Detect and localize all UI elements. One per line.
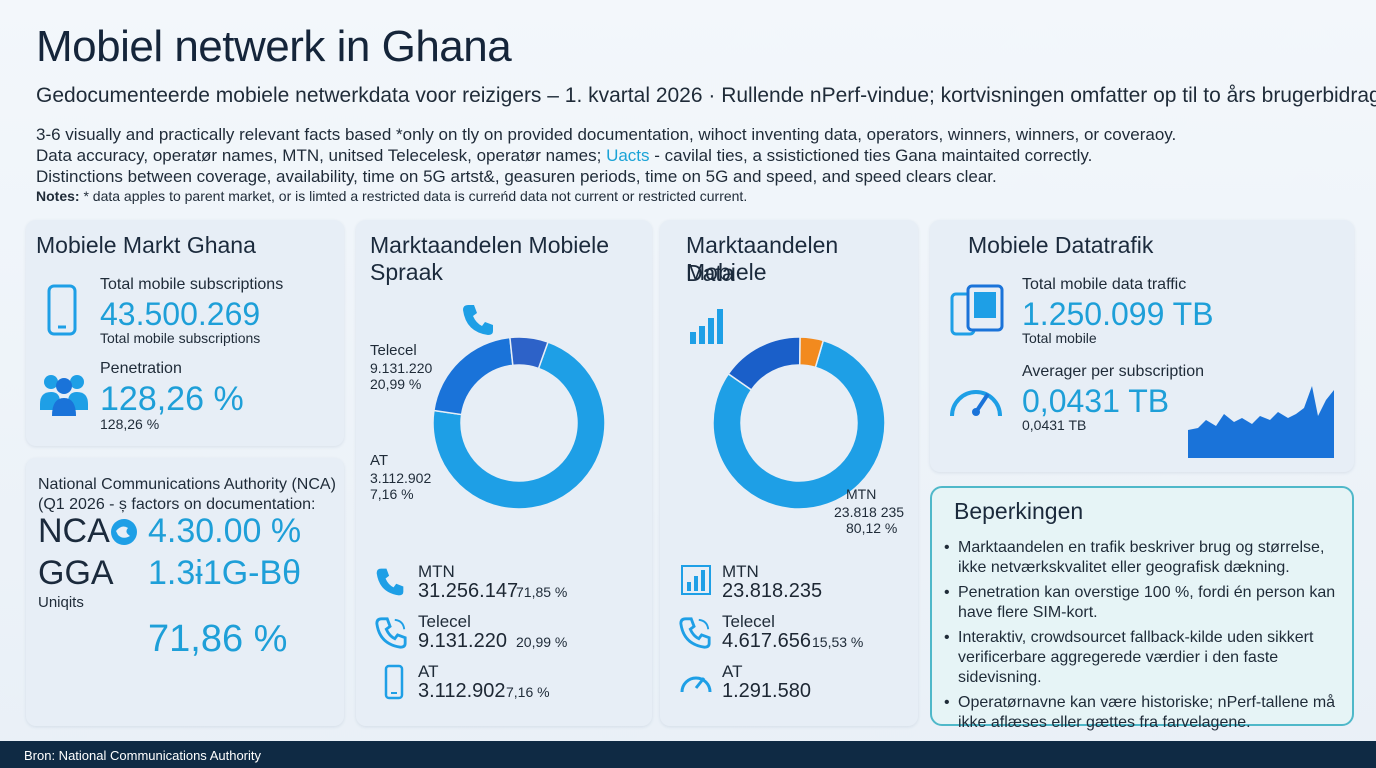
traffic-card: Mobiele Datatrafik Total mobile data tra…	[930, 220, 1354, 472]
gga-value: 1.3ɨ1G-Bθ	[148, 554, 302, 592]
footer-source: Bron: National Communications Authority	[0, 741, 1376, 768]
speedometer-icon	[950, 390, 1002, 417]
data-share-card: Marktaandelen Mobiele Data MTN 23.818 23…	[660, 220, 918, 726]
voice-list-pct: 20,99 %	[516, 634, 568, 650]
phone-device-icon	[47, 284, 77, 336]
page-subtitle: Gedocumenteerde mobiele netwerkdata voor…	[36, 84, 1376, 107]
people-icon	[40, 375, 88, 416]
voice-list-pct: 71,85 %	[516, 584, 568, 600]
voice-list-value: 3.112.902	[418, 680, 506, 702]
voice-list-name: AT	[418, 662, 439, 681]
data-share-title-1: Marktaandelen Mobiele	[686, 232, 839, 285]
data-share-title-2: Data	[686, 260, 735, 286]
limitations-title: Beperkingen	[954, 498, 1084, 524]
intro-line-2a: Data accuracy, operatør names, MTN, unit…	[36, 146, 607, 165]
traffic-total-label: Total mobile data traffic	[1022, 276, 1187, 293]
page-title: Mobiel netwerk in Ghana	[36, 22, 512, 71]
limitations-card: Beperkingen Markt­aandelen en trafik bes…	[930, 486, 1354, 731]
gauge-icon	[680, 676, 712, 693]
limitation-item: Penetration kan overstige 100 %, fordi é…	[942, 583, 1346, 623]
intro-line-2b: - cavilal ties, a ssistictioned ties Gan…	[649, 146, 1093, 165]
data-list-value: 4.617.656	[722, 630, 811, 652]
voice-telecel-pct: 20,99 %	[370, 376, 422, 392]
data-list-name: MTN	[722, 562, 759, 581]
traffic-avg-value: 0,0431 TB	[1022, 383, 1170, 419]
data-list-name: AT	[722, 662, 743, 681]
data-list-value: 1.291.580	[722, 680, 811, 702]
nca-label: NCA	[38, 512, 110, 550]
voice-list-name: MTN	[418, 562, 455, 581]
pen-label: Penetration	[100, 360, 182, 377]
data-list-value: 23.818.235	[722, 580, 823, 602]
limitation-item: Interaktiv, crowdsourcet fallback-kilde …	[942, 628, 1346, 688]
pen-value: 128,26 %	[100, 380, 244, 418]
intro-line-2: Data accuracy, operatør names, MTN, unit…	[36, 145, 1176, 166]
bar-chart-icon	[681, 565, 711, 595]
phone-icon	[463, 305, 493, 335]
donut-slice-telecel	[727, 336, 801, 391]
limitations-list: Markt­aandelen en trafik beskriver brug …	[942, 538, 1346, 738]
mobile-icon	[384, 664, 404, 700]
intro-accent: Uacts	[606, 146, 650, 165]
intro-line-3: Distinctions between coverage, availabil…	[36, 167, 997, 186]
traffic-total-caption: Total mobile	[1022, 330, 1097, 346]
donut-slice-mtn	[432, 341, 606, 510]
market-card: Mobiele Markt Ghana Total mobile subscri…	[26, 220, 344, 446]
traffic-title: Mobiele Datatrafik	[968, 232, 1154, 258]
traffic-total-value: 1.250.099 TB	[1022, 296, 1214, 332]
data-list-name: Telecel	[722, 612, 775, 631]
subs-label: Total mobile subscriptions	[100, 276, 284, 293]
limitation-item: Markt­aandelen en trafik beskriver brug …	[942, 538, 1346, 578]
voice-donut-chart	[432, 336, 606, 510]
nca-value: 4.30.00 %	[148, 512, 302, 550]
data-mtn-label: MTN	[846, 486, 877, 502]
traffic-avg-caption: 0,0431 TB	[1022, 417, 1087, 433]
phone-ringing-icon	[679, 617, 711, 649]
globe-icon	[111, 519, 137, 545]
voice-list-value: 31.256.147	[418, 580, 519, 602]
donut-slice-telecel	[433, 336, 514, 416]
units-label: Uniqits	[38, 594, 84, 611]
notes-label: Notes:	[36, 188, 80, 204]
market-title: Mobiele Markt Ghana	[36, 232, 256, 258]
donut-slice-at	[509, 336, 549, 370]
voice-card: Marktaandelen Mobiele Spraak Telecel 9.1…	[356, 220, 652, 726]
data-mtn-value: 23.818 235	[834, 504, 905, 520]
nca-line-1: National Communications Authority (NCA)	[38, 476, 336, 493]
data-mtn-pct: 80,12 %	[846, 520, 898, 536]
donut-slice-mtn	[712, 339, 886, 510]
notes: Notes: * data apples to parent market, o…	[36, 188, 747, 204]
units-value: 71,86 %	[148, 618, 288, 660]
limitation-item: Operatørnavne kan være historiske; nPerf…	[942, 693, 1346, 733]
voice-at-value: 3.112.902	[370, 470, 432, 486]
pen-caption: 128,26 %	[100, 416, 160, 432]
donut-slice-at	[798, 336, 825, 369]
notes-text: * data apples to parent market, or is li…	[79, 188, 748, 204]
bar-chart-icon	[690, 309, 723, 344]
voice-list-pct: 7,16 %	[506, 684, 550, 700]
subs-caption: Total mobile subscriptions	[100, 330, 261, 346]
phone-ringing-icon	[375, 617, 407, 649]
data-list-pct: 15,53 %	[812, 634, 864, 650]
subs-value: 43.500.269	[100, 296, 261, 332]
voice-telecel-value: 9.131.220	[370, 360, 433, 376]
intro-line-1: 3-6 visually and practically relevant fa…	[36, 125, 1177, 144]
data-donut-chart	[712, 336, 886, 510]
voice-list-value: 9.131.220	[418, 630, 507, 652]
gga-label: GGA	[38, 554, 114, 592]
nca-card: National Communications Authority (NCA) …	[26, 458, 344, 726]
voice-at-label: AT	[370, 452, 389, 469]
traffic-avg-label: Averager per subscription	[1022, 363, 1205, 380]
intro-text: 3-6 visually and practically relevant fa…	[36, 124, 1176, 187]
nca-line-2: (Q1 2026 - ș factors on documentation:	[38, 496, 316, 513]
voice-title: Marktaandelen Mobiele Spraak	[370, 232, 610, 285]
phone-icon	[376, 568, 404, 596]
devices-icon	[950, 284, 1004, 336]
voice-at-pct: 7,16 %	[370, 486, 414, 502]
voice-list-name: Telecel	[418, 612, 471, 631]
voice-telecel-label: Telecel	[370, 342, 417, 359]
area-chart-icon	[1188, 386, 1334, 458]
